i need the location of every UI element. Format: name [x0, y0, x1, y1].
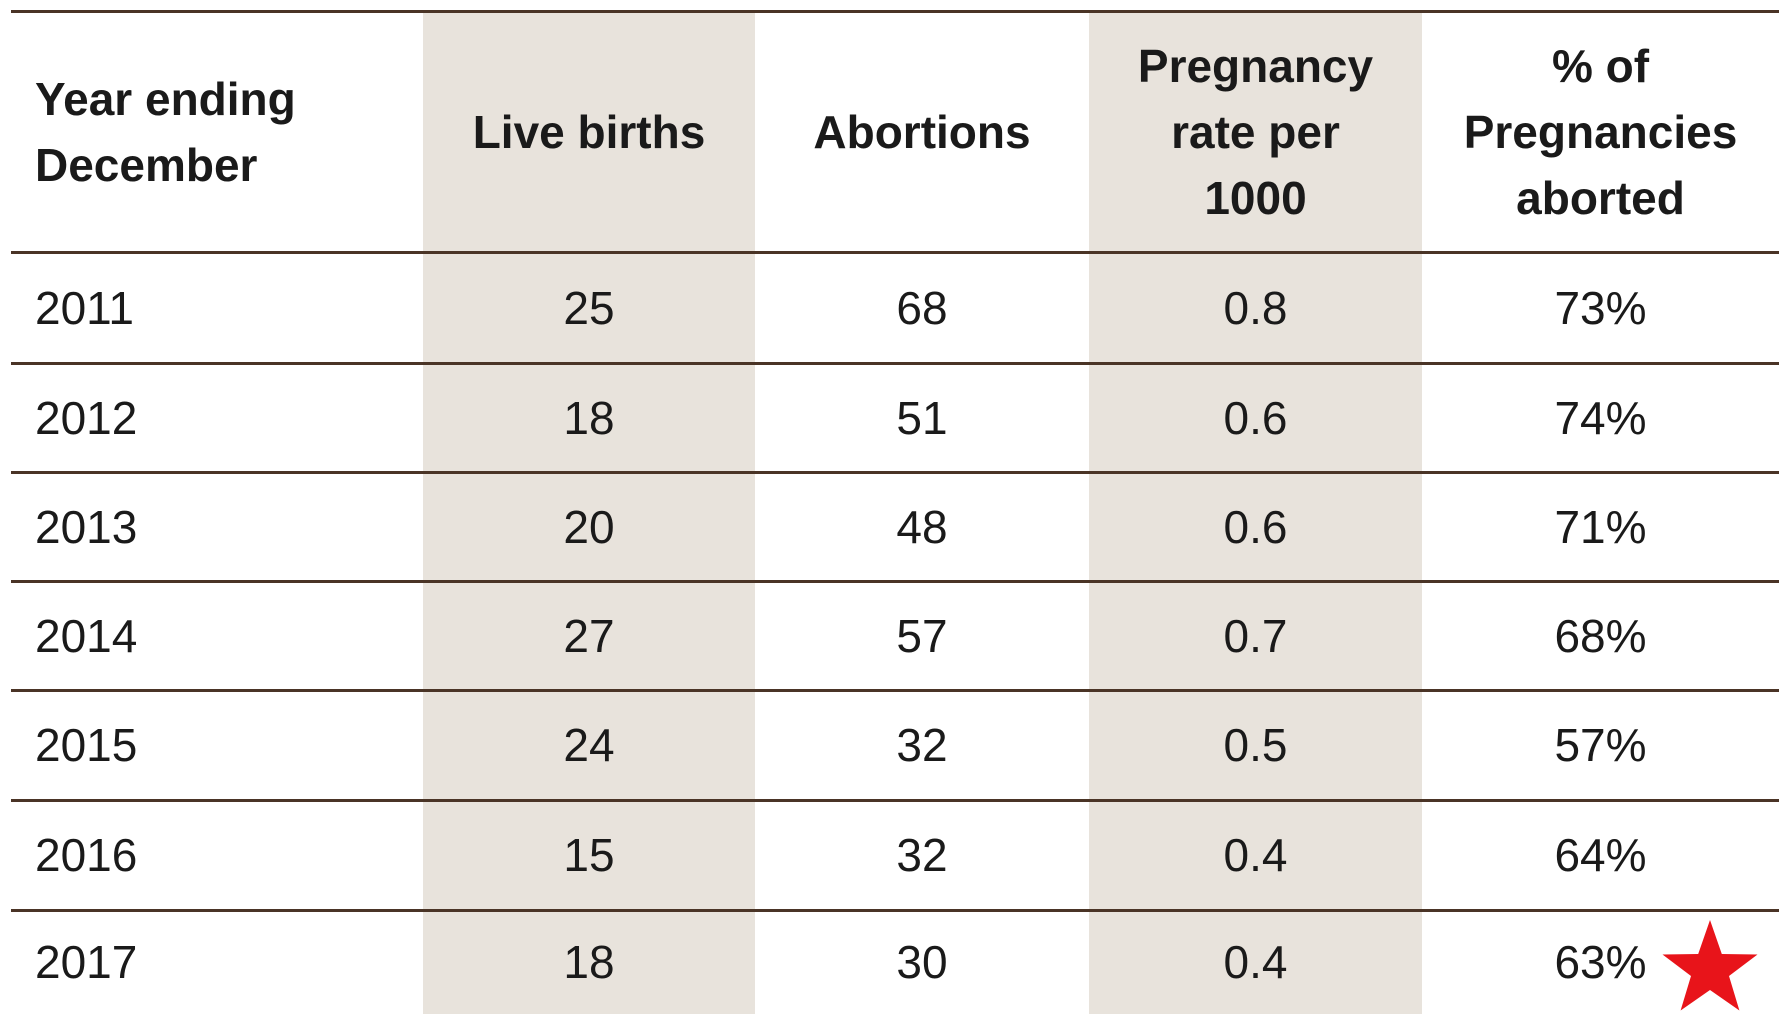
- table-cell: 0.6: [1223, 391, 1288, 444]
- table-cell: 18: [563, 936, 615, 988]
- header-cell: Year ending December: [11, 11, 423, 252]
- header-text: % of: [1551, 39, 1650, 92]
- row-rule: [11, 689, 1779, 692]
- table-cell: 0.6: [1223, 500, 1288, 553]
- star-marker: [1662, 920, 1758, 1011]
- table-cell: 68: [896, 281, 948, 334]
- table-cell: 51: [896, 391, 948, 444]
- header-text: rate per: [1171, 105, 1340, 158]
- column-shade: [423, 13, 755, 1014]
- table-cell: 32: [896, 829, 948, 881]
- table-cell: 2015: [35, 719, 138, 771]
- header-text: 1000: [1204, 171, 1307, 224]
- header-text: Live births: [472, 105, 706, 158]
- header-cell: Live births: [423, 11, 755, 252]
- header-text: Pregnancy: [1137, 39, 1374, 92]
- row-rule: [11, 362, 1779, 365]
- header-cell: Abortions: [755, 11, 1089, 252]
- header-text: Pregnancies: [1463, 105, 1738, 158]
- table-cell: 0.4: [1223, 829, 1288, 881]
- row-rule: [11, 909, 1779, 912]
- table-cell: 73%: [1554, 281, 1647, 334]
- table-cell: 2014: [35, 609, 138, 662]
- row-rule: [11, 580, 1779, 583]
- table-cell: 74%: [1554, 391, 1647, 444]
- header-cell: Pregnancy rate per 1000: [1089, 11, 1422, 252]
- row-rule: [11, 10, 1779, 13]
- table-cell: 18: [563, 391, 615, 444]
- table-cell: 2017: [35, 936, 138, 988]
- table-cell: 2016: [35, 829, 138, 881]
- table-cell: 71%: [1554, 500, 1647, 553]
- row-rule: [11, 471, 1779, 474]
- table-cell: 57%: [1554, 719, 1647, 771]
- table-cell: 2013: [35, 500, 138, 553]
- row-rule: [11, 251, 1779, 254]
- table-cell: 48: [896, 500, 948, 553]
- table-cell: 25: [563, 281, 615, 334]
- header-text: Year ending: [35, 72, 296, 125]
- table-cell: 27: [563, 609, 615, 662]
- table-cell: 0.4: [1223, 936, 1288, 988]
- table-cell: 32: [896, 719, 948, 771]
- table-cell: 2011: [35, 281, 134, 334]
- header-text: aborted: [1516, 171, 1685, 224]
- row-rule: [11, 799, 1779, 802]
- table-cell: 15: [563, 829, 615, 881]
- table-cell: 68%: [1554, 609, 1647, 662]
- table-cell: 24: [563, 719, 615, 771]
- table-cell: 64%: [1554, 829, 1647, 881]
- column-shade: [1089, 13, 1422, 1014]
- table-cell: 63%: [1554, 936, 1647, 988]
- header-cell: % of Pregnancies aborted: [1422, 11, 1779, 252]
- table-cell: 0.7: [1223, 609, 1288, 662]
- table-cell: 0.5: [1223, 719, 1288, 771]
- table-cell: 2012: [35, 391, 138, 444]
- header-text: Abortions: [813, 105, 1031, 158]
- table-cell: 20: [563, 500, 615, 553]
- table-cell: 57: [896, 609, 948, 662]
- table-cell: 0.8: [1223, 281, 1288, 334]
- header-text: December: [35, 138, 258, 191]
- table-cell: 30: [896, 936, 948, 988]
